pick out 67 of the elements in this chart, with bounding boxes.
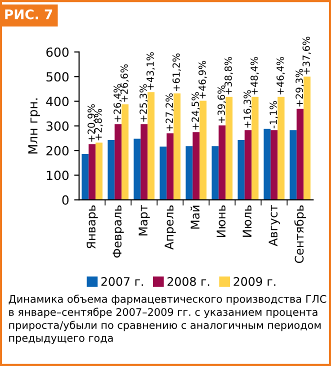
annotation: -1,1% bbox=[270, 101, 278, 128]
bar bbox=[212, 146, 219, 200]
x-tick-label: Январь bbox=[86, 205, 98, 248]
bar bbox=[252, 96, 259, 200]
annotation: +46,4% bbox=[276, 56, 285, 94]
bar bbox=[304, 76, 311, 200]
annotation: +24,5% bbox=[192, 92, 200, 130]
bar bbox=[290, 130, 297, 200]
bar bbox=[186, 146, 193, 200]
annotation: +61,2% bbox=[172, 53, 181, 91]
annotation: +26,4% bbox=[114, 84, 122, 122]
bar bbox=[238, 140, 245, 200]
x-tick-label: Апрель bbox=[164, 205, 176, 250]
annotation: +48,4% bbox=[250, 56, 259, 94]
annotation: +25,3% bbox=[140, 84, 148, 122]
text: Динамика объема фармацевтического производства ГЛС в январе–сентябре 2007–2009 гг. с указанием процента прироста/убыли по сравнению с аналогичным периодом предыдущего года bbox=[8, 294, 326, 344]
y-tick-label: 500 bbox=[46, 72, 69, 82]
x-tick-label: Июль bbox=[242, 205, 252, 237]
bar bbox=[218, 125, 226, 200]
x-tick-label: Март bbox=[138, 205, 150, 236]
bar bbox=[114, 124, 122, 200]
x-tick-label: Февраль bbox=[112, 205, 124, 258]
bar bbox=[122, 104, 129, 200]
x-tick-label: Август bbox=[268, 205, 280, 246]
bar bbox=[88, 144, 96, 200]
bar bbox=[244, 130, 252, 200]
annotation: +39,6% bbox=[218, 86, 226, 123]
annotation: +27,2% bbox=[166, 93, 174, 131]
chart-title: РИС. 7 bbox=[5, 9, 52, 20]
annotation: +20,9% bbox=[88, 104, 96, 142]
annotation: +46,9% bbox=[198, 60, 207, 98]
bar bbox=[166, 133, 174, 200]
annotation: +29,3% bbox=[296, 69, 304, 106]
y-tick-label: 100 bbox=[46, 170, 69, 180]
legend-label: 2007 г. bbox=[101, 277, 143, 286]
bar bbox=[82, 154, 89, 200]
bar bbox=[148, 92, 155, 200]
bar bbox=[200, 100, 207, 200]
bar bbox=[174, 93, 181, 200]
annotation: +2,8% bbox=[94, 108, 103, 140]
y-tick-label: 0 bbox=[62, 195, 69, 205]
annotation: +43,1% bbox=[146, 52, 155, 90]
bar bbox=[192, 132, 200, 200]
x-tick-label: Май bbox=[190, 206, 200, 229]
legend-label: 2008 г. bbox=[168, 277, 210, 286]
bar bbox=[96, 142, 103, 200]
x-tick-label: Июнь bbox=[216, 205, 226, 237]
bar bbox=[296, 108, 304, 200]
annotation: +37,6% bbox=[302, 36, 311, 74]
bar bbox=[134, 138, 141, 200]
bar bbox=[160, 146, 167, 200]
y-tick-label: 300 bbox=[46, 121, 69, 131]
y-axis-title: Млн грн. bbox=[28, 98, 40, 154]
bar bbox=[270, 130, 278, 200]
x-tick-label: Сентябрь bbox=[294, 205, 306, 263]
annotation: +38,8% bbox=[224, 56, 233, 94]
bar bbox=[108, 140, 115, 200]
bar bbox=[140, 124, 148, 200]
y-tick-label: 400 bbox=[46, 96, 69, 106]
legend-label: 2009 г. bbox=[234, 277, 276, 286]
bar bbox=[278, 96, 285, 200]
y-tick-label: 200 bbox=[46, 146, 69, 156]
annotation: +16,3% bbox=[244, 90, 252, 128]
bar bbox=[226, 96, 233, 200]
bar bbox=[264, 128, 271, 200]
annotation: +26,6% bbox=[120, 64, 129, 102]
y-tick-label: 600 bbox=[46, 47, 69, 57]
